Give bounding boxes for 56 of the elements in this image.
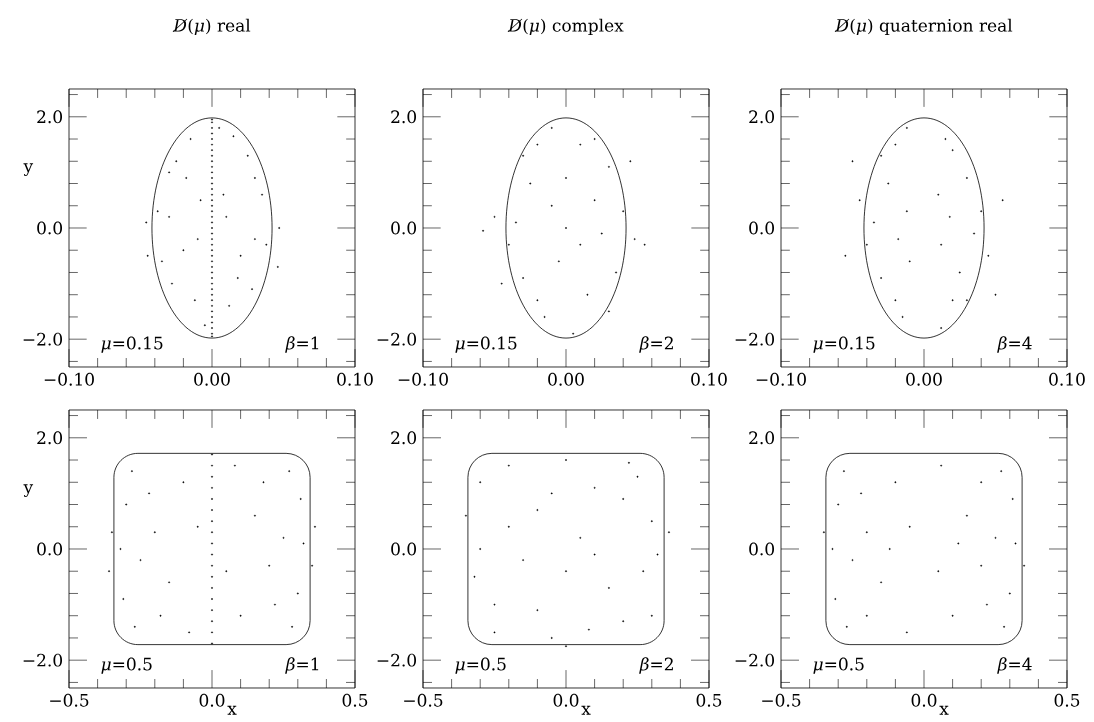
x-tick-label: −0.5 — [762, 693, 801, 707]
x-tick-label: 0.10 — [691, 372, 727, 386]
x-tick-label: −0.10 — [756, 372, 806, 386]
x-tick-label: −0.5 — [50, 693, 89, 707]
x-tick-label: 0.0 — [553, 693, 579, 707]
x-tick-label: −0.5 — [404, 693, 443, 707]
x-axis-title: x — [939, 705, 949, 715]
annotation: β=4 — [997, 336, 1032, 353]
annotation: μ=0.15 — [455, 336, 517, 353]
y-tick-label: 0.0 — [749, 542, 775, 556]
y-tick-label: 0.0 — [37, 542, 63, 556]
chart-title: D̸(μ) complex — [507, 18, 624, 36]
annotation: μ=0.5 — [813, 657, 864, 674]
annotation: μ=0.15 — [101, 336, 163, 353]
x-tick-label: 0.5 — [696, 693, 722, 707]
y-tick-label: 0.0 — [37, 221, 63, 235]
y-tick-label: 0.0 — [391, 542, 417, 556]
y-tick-label: 2.0 — [749, 110, 775, 124]
y-tick-label: 2.0 — [37, 110, 63, 124]
x-tick-label: 0.0 — [199, 693, 225, 707]
x-axis-title: x — [581, 705, 591, 715]
x-tick-label: 0.00 — [194, 372, 230, 386]
x-tick-label: 0.10 — [337, 372, 373, 386]
y-tick-label: −2.0 — [23, 332, 63, 346]
x-tick-label: −0.10 — [398, 372, 448, 386]
y-tick-label: −2.0 — [377, 653, 417, 667]
y-tick-label: 2.0 — [749, 431, 775, 445]
y-tick-label: 2.0 — [391, 110, 417, 124]
annotation: β=2 — [639, 657, 673, 674]
y-tick-label: 0.0 — [749, 221, 775, 235]
x-tick-label: 0.5 — [342, 693, 368, 707]
y-tick-label: −2.0 — [735, 653, 775, 667]
annotation: μ=0.5 — [455, 657, 506, 674]
x-tick-label: 0.00 — [906, 372, 942, 386]
x-tick-label: 0.0 — [911, 693, 937, 707]
y-tick-label: −2.0 — [23, 653, 63, 667]
annotation: β=4 — [997, 657, 1032, 674]
y-tick-label: 2.0 — [37, 431, 63, 445]
x-tick-label: 0.10 — [1049, 372, 1085, 386]
x-axis-title: x — [227, 705, 237, 715]
annotation: β=1 — [285, 657, 319, 674]
chart-title: D̸(μ) real — [172, 18, 251, 36]
x-tick-label: 0.00 — [548, 372, 584, 386]
y-tick-label: −2.0 — [735, 332, 775, 346]
annotation: μ=0.15 — [813, 336, 875, 353]
y-axis-title: y — [23, 484, 34, 497]
y-tick-label: −2.0 — [377, 332, 417, 346]
x-tick-label: 0.5 — [1054, 693, 1080, 707]
annotation: μ=0.5 — [101, 657, 152, 674]
chart-title: D̸(μ) quaternion real — [834, 18, 1013, 36]
annotation: β=2 — [639, 336, 673, 353]
x-tick-label: −0.10 — [44, 372, 94, 386]
y-axis-title: y — [23, 163, 34, 176]
y-tick-label: 2.0 — [391, 431, 417, 445]
y-tick-label: 0.0 — [391, 221, 417, 235]
annotation: β=1 — [285, 336, 319, 353]
